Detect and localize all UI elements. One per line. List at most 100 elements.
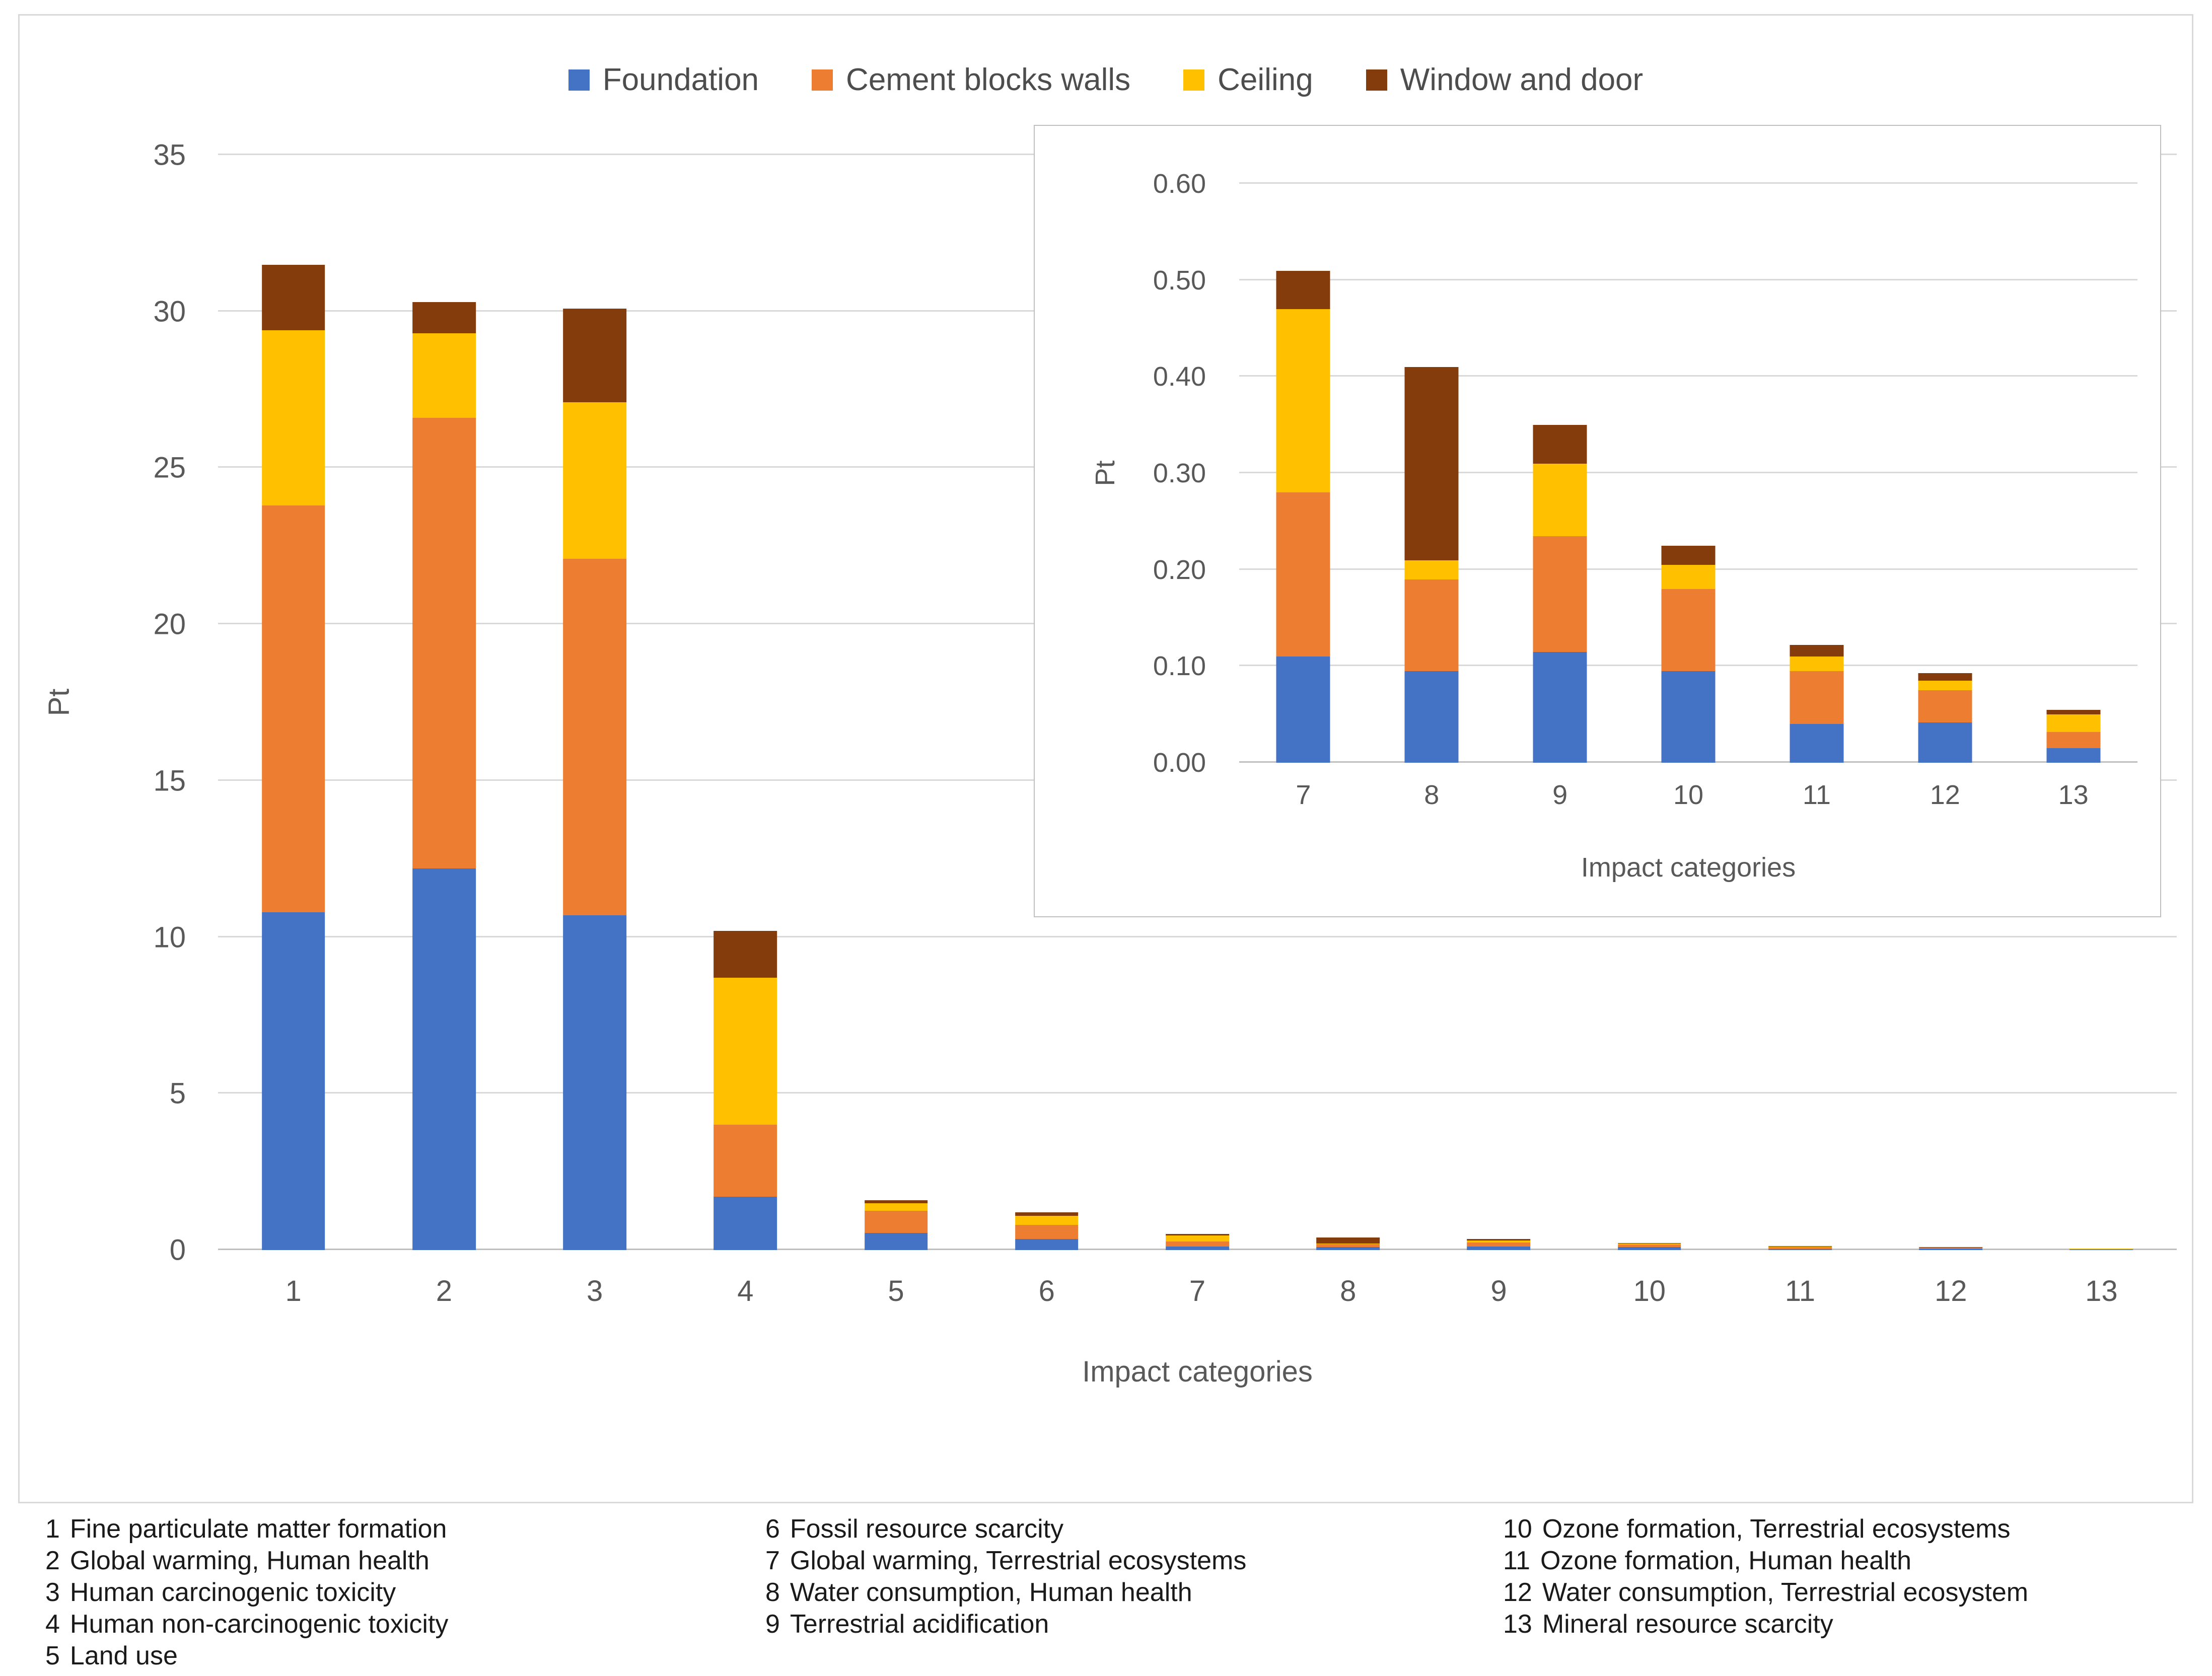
segment-ceiling xyxy=(1918,681,1972,691)
gridline xyxy=(1239,278,2137,280)
y-tick-label: 0.40 xyxy=(1153,361,1206,392)
bar-slot-3 xyxy=(519,155,670,1250)
footnote-label: Human non-carcinogenic toxicity xyxy=(69,1610,449,1639)
segment-foundation xyxy=(2046,748,2101,763)
stacked-bar-category-11 xyxy=(1768,155,1832,1250)
x-tick-label: 5 xyxy=(888,1275,904,1307)
footnote-col-1: 1 Fine particulate matter formation 2 Globa… xyxy=(45,1513,765,1672)
gridline xyxy=(218,935,2177,937)
bar-slot-11 xyxy=(1725,155,1875,1250)
bar-slot-10 xyxy=(1574,155,1725,1250)
y-tick-label: 0.60 xyxy=(1153,169,1206,199)
segment-ceiling xyxy=(261,330,325,506)
footnote-label: Water consumption, Terrestrial ecosystem xyxy=(1542,1578,2029,1607)
segment-window-and-door xyxy=(713,931,777,978)
x-tick-label: 13 xyxy=(2085,1275,2118,1307)
inset-x-axis-title: Impact categories xyxy=(1581,852,1796,883)
segment-foundation xyxy=(261,912,325,1250)
stacked-bar-category-8 xyxy=(1316,155,1380,1250)
footnote-number: 5 xyxy=(45,1641,60,1670)
footnote-label: Ozone formation, Terrestrial ecosystems xyxy=(1542,1514,2011,1544)
legend-swatch-icon xyxy=(1183,69,1205,91)
segment-foundation xyxy=(1316,1247,1380,1250)
segment-cement-blocks-walls xyxy=(1768,1247,1832,1249)
y-tick-label: 0.50 xyxy=(1153,265,1206,296)
segment-cement-blocks-walls xyxy=(261,505,325,912)
footnote-item-2: 2 Global warming, Human health xyxy=(45,1545,765,1577)
segment-window-and-door xyxy=(261,264,325,331)
footnote-item-5: 5 Land use xyxy=(45,1640,765,1672)
legend-item-cement-blocks-walls: Cement blocks walls xyxy=(812,62,1130,98)
x-tick-label: 10 xyxy=(1633,1275,1666,1307)
x-tick-label: 6 xyxy=(1038,1275,1055,1307)
main-x-axis: 1 2 3 4 5 6 7 8 9 10 11 12 13 xyxy=(218,1274,2177,1308)
segment-cement-blocks-walls xyxy=(1316,1244,1380,1248)
segment-cement-blocks-walls xyxy=(1166,1241,1229,1247)
segment-window-and-door xyxy=(412,302,476,334)
footnote-number: 11 xyxy=(1503,1546,1530,1575)
y-tick-label: 0.10 xyxy=(1153,651,1206,682)
main-y-axis: 0 5 10 15 20 25 30 35 xyxy=(20,139,186,1267)
segment-cement-blocks-walls xyxy=(2070,1249,2133,1250)
footnote-item-9: 9 Terrestrial acidification xyxy=(765,1609,1503,1640)
segment-ceiling xyxy=(1533,463,1587,536)
stacked-bar-category-7 xyxy=(1166,155,1229,1250)
inset-x-axis: 7 8 9 10 11 12 13 xyxy=(1239,779,2137,811)
footnote-item-4: 4 Human non-carcinogenic toxicity xyxy=(45,1609,765,1640)
footnote-number: 9 xyxy=(765,1610,780,1639)
footnote-label: Fine particulate matter formation xyxy=(69,1514,447,1544)
footnote-label: Global warming, Terrestrial ecosystems xyxy=(790,1546,1247,1575)
bar-slot-9 xyxy=(1423,155,1574,1250)
legend-item-ceiling: Ceiling xyxy=(1183,62,1313,98)
segment-ceiling xyxy=(563,402,626,559)
bar-slot-9 xyxy=(1496,184,1624,763)
stacked-bar-category-7 xyxy=(1276,184,1330,763)
footnote-number: 4 xyxy=(45,1610,60,1639)
footnote-item-6: 6 Fossil resource scarcity xyxy=(765,1513,1503,1545)
x-tick-label: 11 xyxy=(1802,780,1831,810)
legend: Foundation Cement blocks walls Ceiling Wind… xyxy=(20,62,2192,98)
stacked-bar-category-9 xyxy=(1467,155,1531,1250)
segment-window-and-door xyxy=(563,308,626,402)
footnote-number: 8 xyxy=(765,1578,780,1607)
footnote-number: 7 xyxy=(765,1546,780,1575)
segment-foundation xyxy=(1790,724,1844,763)
footnote-label: Fossil resource scarcity xyxy=(790,1514,1064,1544)
stacked-bar-category-10 xyxy=(1617,155,1681,1250)
bars-area xyxy=(218,155,2177,1250)
stacked-bar-category-5 xyxy=(864,155,928,1250)
gridline xyxy=(1239,375,2137,377)
bar-slot-11 xyxy=(1752,184,1881,763)
bar-slot-10 xyxy=(1624,184,1753,763)
segment-ceiling xyxy=(713,978,777,1125)
segment-ceiling xyxy=(1790,657,1844,671)
segment-window-and-door xyxy=(1768,1246,1832,1247)
stacked-bar-category-11 xyxy=(1790,184,1844,763)
bar-slot-12 xyxy=(1876,155,2026,1250)
footnote-col-3: 10 Ozone formation, Terrestrial ecosystem… xyxy=(1503,1513,2180,1672)
segment-foundation xyxy=(1467,1246,1531,1250)
footnote-item-8: 8 Water consumption, Human health xyxy=(765,1577,1503,1609)
segment-foundation xyxy=(1661,671,1716,763)
segment-window-and-door xyxy=(864,1200,928,1203)
inset-chart: Pt 0.00 0.10 0.20 0.30 0.40 0.50 0.60 7 8 9 10 11 1… xyxy=(1034,125,2161,917)
bar-slot-13 xyxy=(2009,184,2137,763)
footnotes: 1 Fine particulate matter formation 2 Globa… xyxy=(45,1513,2180,1672)
footnote-label: Ozone formation, Human health xyxy=(1540,1546,1912,1575)
segment-foundation xyxy=(1533,651,1587,763)
stacked-bar-category-3 xyxy=(563,155,626,1250)
footnote-number: 13 xyxy=(1503,1610,1532,1639)
legend-swatch-icon xyxy=(812,69,833,91)
stacked-bar-category-13 xyxy=(2046,184,2101,763)
segment-foundation xyxy=(1617,1247,1681,1250)
y-tick-label: 30 xyxy=(153,295,186,328)
y-tick-label: 10 xyxy=(153,921,186,954)
footnote-number: 6 xyxy=(765,1514,780,1544)
x-tick-label: 13 xyxy=(2058,780,2089,810)
segment-cement-blocks-walls xyxy=(1661,589,1716,671)
stacked-bar-category-8 xyxy=(1404,184,1459,763)
segment-ceiling xyxy=(1467,1240,1531,1243)
x-tick-label: 12 xyxy=(1930,780,1960,810)
segment-ceiling xyxy=(864,1203,928,1211)
x-tick-label: 4 xyxy=(737,1275,754,1307)
